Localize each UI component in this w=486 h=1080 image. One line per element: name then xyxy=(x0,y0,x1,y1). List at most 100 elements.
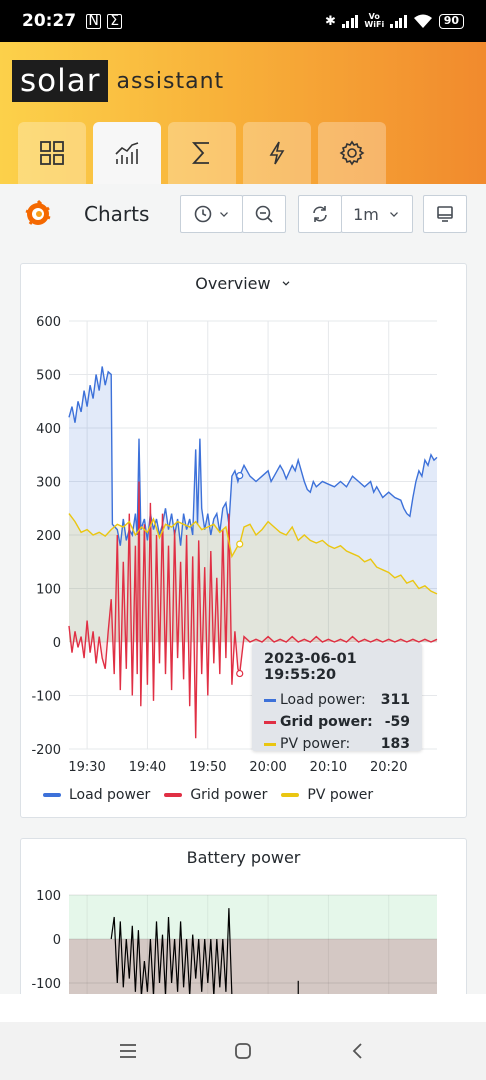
recent-apps-icon[interactable] xyxy=(116,1039,140,1063)
x-tick-label: 20:20 xyxy=(370,760,407,775)
legend-item-pv[interactable]: PV power xyxy=(281,787,373,803)
tooltip-time: 2023-06-01 19:55:20 xyxy=(264,651,357,683)
tab-charts[interactable] xyxy=(93,122,161,184)
home-icon[interactable] xyxy=(231,1039,255,1063)
chevron-down-icon xyxy=(219,212,228,217)
y-tick-label: 400 xyxy=(36,422,61,437)
tooltip-swatch-load xyxy=(264,698,276,702)
gear-icon xyxy=(339,140,365,166)
overview-legend: Load power Grid power PV power xyxy=(43,787,373,803)
overview-chart[interactable]: 600 500 400 300 200 100 0 -100 -200 19:30 19:40 19:… xyxy=(21,264,468,784)
tab-dashboard[interactable] xyxy=(18,122,86,184)
signal-icon-2 xyxy=(390,14,407,28)
grid-icon xyxy=(40,141,64,165)
y-tick-label: 500 xyxy=(36,369,61,384)
bolt-icon xyxy=(269,141,285,165)
chart-tooltip: 2023-06-01 19:55:20 Load power: 311 Grid… xyxy=(252,643,422,752)
legend-label: Grid power xyxy=(190,787,268,803)
overview-title: Overview xyxy=(195,274,271,293)
tooltip-row: PV power: 183 xyxy=(264,733,410,755)
time-picker-button[interactable] xyxy=(180,195,243,233)
tooltip-swatch-pv xyxy=(264,742,276,746)
y-tick-label: -200 xyxy=(31,743,61,758)
overview-panel: Overview 600 500 400 300 200 100 0 -100 -200 19:3… xyxy=(20,263,467,818)
series-line-pv-power xyxy=(68,513,438,595)
y-tick-label: 600 xyxy=(36,315,61,330)
legend-item-grid[interactable]: Grid power xyxy=(164,787,267,803)
solar-assistant-logo[interactable]: solar assistant xyxy=(12,60,224,102)
y-tick-label: -100 xyxy=(31,977,61,992)
x-tick-label: 19:50 xyxy=(189,760,226,775)
status-bar: 20:27 N Σ ✱ Vo WiFi 90 xyxy=(0,0,486,42)
tooltip-row: Grid power: -59 xyxy=(264,711,410,733)
nfc-icon: N xyxy=(86,13,102,29)
tooltip-label: Grid power: xyxy=(280,714,373,730)
x-tick-label: 19:40 xyxy=(129,760,166,775)
status-time: 20:27 xyxy=(22,11,77,31)
series-line-grid-power xyxy=(68,481,438,739)
tab-settings[interactable] xyxy=(318,122,386,184)
y-tick-label: 300 xyxy=(36,476,61,491)
chart-icon xyxy=(115,142,139,164)
app-header: solar assistant xyxy=(0,42,486,184)
monitor-icon xyxy=(437,206,453,222)
tooltip-value: 183 xyxy=(380,736,410,752)
refresh-interval-value: 1m xyxy=(353,204,379,224)
battery-positive-zone xyxy=(69,895,437,939)
refresh-interval-picker[interactable]: 1m xyxy=(341,195,413,233)
x-tick-label: 19:30 xyxy=(68,760,105,775)
grafana-logo-icon[interactable] xyxy=(22,198,54,230)
page-title: Charts xyxy=(84,202,150,226)
zoom-out-button[interactable] xyxy=(242,195,286,233)
zoom-out-icon xyxy=(255,205,273,223)
sigma-icon xyxy=(191,142,209,164)
logo-box-text: solar xyxy=(12,60,109,102)
battery-chart[interactable]: 100 0 -100 xyxy=(21,839,467,1008)
x-tick-label: 20:00 xyxy=(249,760,286,775)
battery-indicator: 90 xyxy=(438,13,464,29)
y-tick-label: 0 xyxy=(53,636,61,651)
y-tick-label: 200 xyxy=(36,529,61,544)
overview-title-row[interactable]: Overview xyxy=(21,274,466,293)
dashboard-toolbar: Charts 1m xyxy=(0,184,486,248)
tooltip-label: Load power: xyxy=(280,692,366,708)
tooltip-swatch-grid xyxy=(264,720,276,724)
tab-power[interactable] xyxy=(243,122,311,184)
tooltip-value: -59 xyxy=(384,714,410,730)
legend-label: PV power xyxy=(307,787,374,803)
y-tick-label: 100 xyxy=(36,889,61,904)
hover-point xyxy=(236,472,244,480)
legend-item-load[interactable]: Load power xyxy=(43,787,150,803)
page-bottom-gap xyxy=(0,994,486,1022)
battery-panel: Battery power 100 0 -100 xyxy=(20,838,467,1008)
hover-point xyxy=(236,540,244,548)
back-icon[interactable] xyxy=(346,1039,370,1063)
wifi-icon xyxy=(413,14,432,28)
chevron-down-icon xyxy=(282,281,290,286)
bluetooth-icon: ✱ xyxy=(325,13,336,29)
refresh-button[interactable] xyxy=(298,195,342,233)
battery-series-line xyxy=(110,908,235,997)
logo-rest-text: assistant xyxy=(116,68,225,94)
y-tick-label: 100 xyxy=(36,583,61,598)
y-tick-label: -100 xyxy=(31,690,61,705)
system-nav-bar xyxy=(0,1022,486,1080)
tooltip-row: Load power: 311 xyxy=(264,689,410,711)
tab-totals[interactable] xyxy=(168,122,236,184)
y-tick-label: 0 xyxy=(53,933,61,948)
tooltip-label: PV power: xyxy=(280,736,351,752)
battery-title: Battery power xyxy=(186,848,301,867)
legend-swatch xyxy=(43,793,61,797)
legend-swatch xyxy=(164,793,183,797)
legend-label: Load power xyxy=(69,787,151,803)
x-tick-label: 20:10 xyxy=(310,760,347,775)
refresh-icon xyxy=(313,206,327,222)
legend-swatch xyxy=(281,793,300,797)
tv-mode-button[interactable] xyxy=(423,195,467,233)
sigma-notification-icon: Σ xyxy=(107,13,123,29)
clock-icon xyxy=(194,205,211,223)
tooltip-value: 311 xyxy=(380,692,410,708)
vowifi-icon: Vo WiFi xyxy=(364,12,385,29)
chevron-down-icon xyxy=(389,212,398,217)
signal-icon xyxy=(341,14,359,28)
